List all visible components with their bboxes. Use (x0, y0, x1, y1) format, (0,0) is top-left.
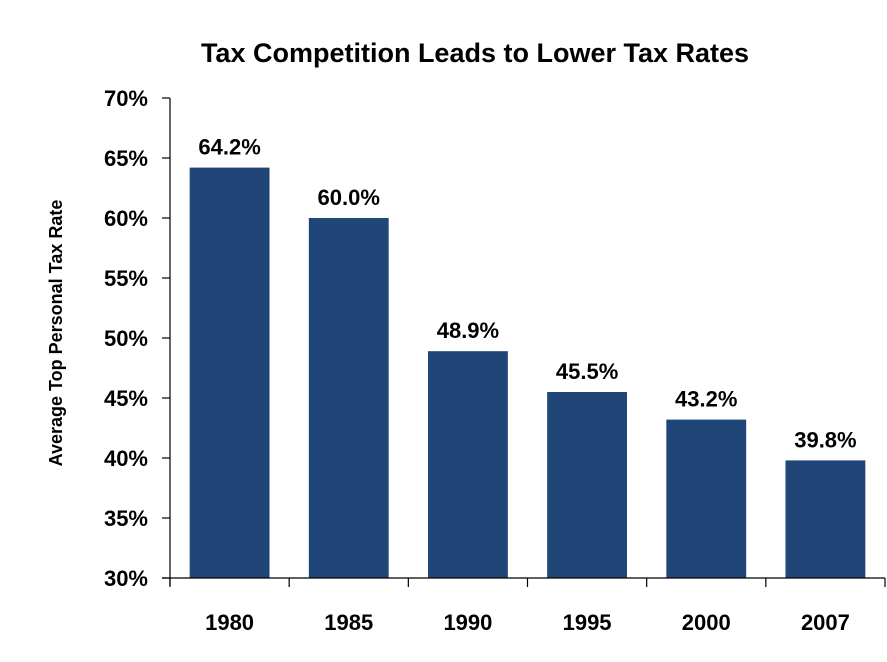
bar-1985 (308, 218, 389, 578)
chart-title: Tax Competition Leads to Lower Tax Rates (201, 38, 749, 68)
y-tick-label: 70% (104, 86, 148, 111)
y-tick-label: 55% (104, 266, 148, 291)
y-tick-label: 65% (104, 146, 148, 171)
x-axis: 1980 1985 1990 1995 2000 2007 (169, 578, 886, 635)
data-label-2000: 43.2% (675, 387, 737, 412)
y-tick-label: 40% (104, 446, 148, 471)
bar-2007 (785, 460, 866, 578)
data-label-2007: 39.8% (794, 427, 856, 452)
data-label-1995: 45.5% (556, 359, 618, 384)
bar-1980 (189, 167, 270, 578)
data-label-1980: 64.2% (198, 135, 260, 160)
x-tick-label: 2000 (682, 610, 731, 635)
y-tick-label: 45% (104, 386, 148, 411)
y-tick-label: 30% (104, 566, 148, 591)
x-tick-label: 1985 (324, 610, 373, 635)
bar-2000 (666, 419, 747, 578)
x-tick-label: 2007 (801, 610, 850, 635)
bars-group (189, 167, 866, 578)
x-tick-label: 1980 (205, 610, 254, 635)
data-label-1985: 60.0% (318, 185, 380, 210)
y-tick-label: 35% (104, 506, 148, 531)
y-axis: 30% 35% 40% 45% 50% 55% 60% 65% 70% (104, 86, 170, 591)
y-tick-label: 60% (104, 206, 148, 231)
bar-1995 (547, 392, 628, 578)
data-labels-group: 64.2% 60.0% 48.9% 45.5% 43.2% 39.8% (198, 135, 856, 453)
x-tick-label: 1995 (563, 610, 612, 635)
y-tick-label: 50% (104, 326, 148, 351)
y-axis-title: Average Top Personal Tax Rate (46, 200, 66, 467)
data-label-1990: 48.9% (437, 318, 499, 343)
bar-1990 (427, 351, 508, 578)
x-tick-label: 1990 (443, 610, 492, 635)
